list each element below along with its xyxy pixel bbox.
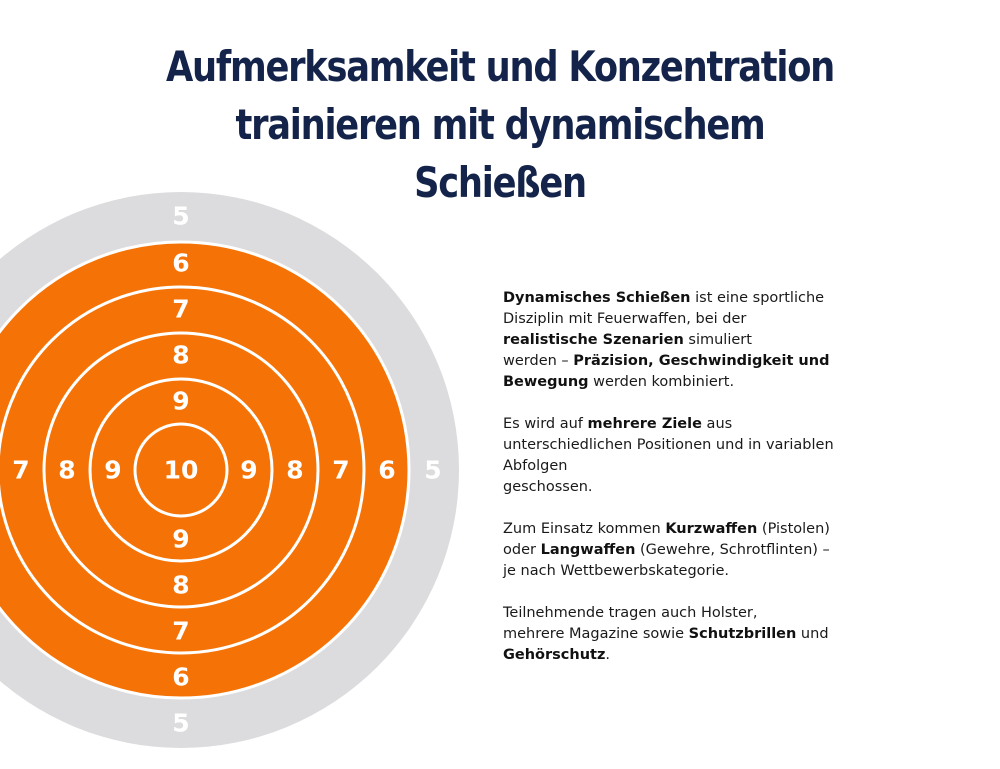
info-paragraph-targets: Es wird auf mehrere Ziele aus unterschie… <box>503 414 873 498</box>
ring-label-top-7: 7 <box>172 295 189 324</box>
highlight-mehrere-ziele: mehrere Ziele <box>587 416 702 432</box>
ring-label-bottom-7: 7 <box>172 617 189 646</box>
info-text: geschossen. <box>503 479 593 495</box>
target-ring-line-7 <box>0 285 366 655</box>
info-text: Teilnehmende tragen auch Holster, <box>503 605 758 621</box>
info-text: Abfolgen <box>503 458 568 474</box>
info-text: werden – <box>503 353 574 369</box>
ring-label-right-5: 5 <box>424 456 441 485</box>
title-line-3: Schießen <box>414 158 587 207</box>
info-text: und <box>796 626 829 642</box>
ring-label-bottom-9: 9 <box>172 525 189 554</box>
ring-label-top-6: 6 <box>172 249 189 278</box>
ring-label-top-8: 8 <box>172 341 189 370</box>
ring-label-top-5: 5 <box>172 202 189 231</box>
ring-label-bottom-5: 5 <box>172 709 189 738</box>
ring-label-center-10: 10 <box>164 456 199 485</box>
title-line-1: Aufmerksamkeit und Konzentration <box>165 42 835 91</box>
ring-label-bottom-6: 6 <box>172 663 189 692</box>
info-text: je nach Wettbewerbskategorie. <box>503 563 730 579</box>
ring-label-right-7: 7 <box>332 456 349 485</box>
info-text: (Gewehre, Schrotflinten) – <box>635 542 830 558</box>
ring-label-right-9: 9 <box>240 456 257 485</box>
ring-label-bottom-8: 8 <box>172 571 189 600</box>
ring-label-right-8: 8 <box>286 456 303 485</box>
info-text: werden kombiniert. <box>588 374 735 390</box>
info-text: Disziplin mit Feuerwaffen, bei der <box>503 311 747 327</box>
target-rings <box>0 192 459 748</box>
info-text-block: Dynamisches Schießen ist eine sportliche… <box>503 288 873 687</box>
info-text: . <box>605 647 611 663</box>
highlight-praezision: Präzision, Geschwindigkeit und <box>573 353 830 369</box>
highlight-dynamisches-schiessen: Dynamisches Schießen <box>503 290 691 306</box>
ring-label-left-9: 9 <box>104 456 121 485</box>
target-ring-line-6 <box>0 240 411 700</box>
ring-label-top-9: 9 <box>172 387 189 416</box>
info-text: ist eine sportliche <box>690 290 825 306</box>
info-text: Zum Einsatz kommen <box>503 521 666 537</box>
ring-label-right-6: 6 <box>378 456 395 485</box>
ring-label-left-7: 7 <box>12 456 29 485</box>
info-text: aus <box>701 416 733 432</box>
info-text: mehrere Magazine sowie <box>503 626 689 642</box>
ring-label-left-8: 8 <box>58 456 75 485</box>
info-text: (Pistolen) <box>757 521 830 537</box>
info-paragraph-equipment: Teilnehmende tragen auch Holster, mehrer… <box>503 603 873 666</box>
highlight-bewegung: Bewegung <box>503 374 589 390</box>
target-ring-line-9 <box>88 377 274 563</box>
highlight-schutzbrillen: Schutzbrillen <box>688 626 797 642</box>
title-line-2: trainieren mit dynamischem <box>235 100 765 149</box>
info-text: oder <box>503 542 541 558</box>
highlight-gehoerschutz: Gehörschutz <box>503 647 606 663</box>
target-orange-field <box>0 242 409 698</box>
highlight-realistische-szenarien: realistische Szenarien <box>503 332 684 348</box>
page-title: Aufmerksamkeit und Konzentration trainie… <box>80 38 920 212</box>
target-ring-line-10 <box>133 422 229 518</box>
highlight-langwaffen: Langwaffen <box>540 542 636 558</box>
info-text: Es wird auf <box>503 416 588 432</box>
info-paragraph-discipline: Dynamisches Schießen ist eine sportliche… <box>503 288 873 393</box>
info-text: simuliert <box>683 332 752 348</box>
target-ring-numbers: 5 6 7 8 9 10 9 8 7 6 5 7 8 9 9 8 7 6 5 <box>12 202 441 738</box>
info-paragraph-weapons: Zum Einsatz kommen Kurzwaffen (Pistolen)… <box>503 519 873 582</box>
info-text: unterschiedlichen Positionen und in vari… <box>503 437 834 453</box>
highlight-kurzwaffen: Kurzwaffen <box>665 521 758 537</box>
target-ring-line-8 <box>42 331 320 609</box>
